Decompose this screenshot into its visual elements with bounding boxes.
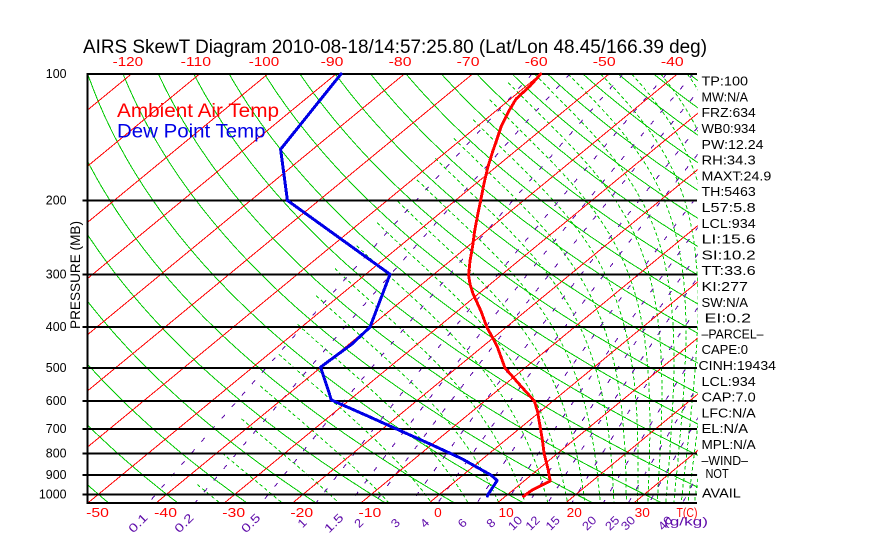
svg-text:800: 800 xyxy=(46,447,67,461)
svg-text:300: 300 xyxy=(46,268,67,282)
svg-text:SW:N/A: SW:N/A xyxy=(702,295,749,310)
svg-text:EI:0.2: EI:0.2 xyxy=(705,311,752,326)
svg-text:KI:277: KI:277 xyxy=(702,279,749,294)
svg-text:CAPE:0: CAPE:0 xyxy=(702,342,749,357)
svg-text:LCL:934: LCL:934 xyxy=(702,216,756,231)
svg-text:PRESSURE (MB): PRESSURE (MB) xyxy=(68,221,83,329)
svg-text:500: 500 xyxy=(46,361,67,375)
svg-text:TP:100: TP:100 xyxy=(702,74,749,89)
svg-text:-40: -40 xyxy=(154,506,177,520)
svg-text:-60: -60 xyxy=(525,55,548,69)
svg-text:20: 20 xyxy=(567,506,582,520)
svg-text:AVAIL: AVAIL xyxy=(702,486,741,501)
svg-text:-10: -10 xyxy=(359,506,382,520)
svg-text:900: 900 xyxy=(46,468,67,482)
svg-text:MPL:N/A: MPL:N/A xyxy=(702,437,757,452)
svg-text:700: 700 xyxy=(46,422,67,436)
svg-text:CAP:7.0: CAP:7.0 xyxy=(702,390,756,405)
svg-text:600: 600 xyxy=(46,394,67,408)
svg-text:-120: -120 xyxy=(113,55,143,69)
svg-text:-50: -50 xyxy=(593,55,616,69)
svg-text:30: 30 xyxy=(635,506,650,520)
svg-text:-40: -40 xyxy=(661,55,684,69)
svg-text:LI:15.6: LI:15.6 xyxy=(702,232,756,247)
svg-text:CINH:19434: CINH:19434 xyxy=(699,358,777,373)
svg-text:TH:5463: TH:5463 xyxy=(702,184,756,199)
svg-text:T(C): T(C) xyxy=(677,506,698,520)
svg-text:10: 10 xyxy=(499,506,514,520)
svg-text:(g/kg): (g/kg) xyxy=(664,515,708,529)
svg-text:0: 0 xyxy=(434,506,442,520)
svg-text:MW:N/A: MW:N/A xyxy=(702,89,749,104)
svg-text:LCL:934: LCL:934 xyxy=(702,374,756,389)
svg-text:FRZ:634: FRZ:634 xyxy=(702,105,756,120)
svg-text:-30: -30 xyxy=(222,506,245,520)
svg-text:-50: -50 xyxy=(86,506,109,520)
svg-text:1000: 1000 xyxy=(39,487,67,501)
svg-text:-90: -90 xyxy=(321,55,344,69)
svg-text:400: 400 xyxy=(46,320,67,334)
svg-text:100: 100 xyxy=(46,67,67,81)
svg-text:-80: -80 xyxy=(389,55,412,69)
svg-text:TT:33.6: TT:33.6 xyxy=(702,263,756,278)
svg-text:–WIND–: –WIND– xyxy=(702,453,749,468)
svg-text:SI:10.2: SI:10.2 xyxy=(702,247,756,262)
svg-text:WB0:934: WB0:934 xyxy=(702,121,756,136)
svg-text:–PARCEL–: –PARCEL– xyxy=(702,326,765,341)
svg-text:NOT: NOT xyxy=(706,466,729,481)
svg-text:EL:N/A: EL:N/A xyxy=(702,421,749,436)
svg-text:Dew Point Temp: Dew Point Temp xyxy=(117,122,266,143)
svg-text:RH:34.3: RH:34.3 xyxy=(702,153,756,168)
svg-text:Ambient Air Temp: Ambient Air Temp xyxy=(117,101,279,122)
svg-text:-100: -100 xyxy=(249,55,279,69)
svg-text:MAXT:24.9: MAXT:24.9 xyxy=(702,168,772,183)
svg-text:PW:12.24: PW:12.24 xyxy=(702,137,764,152)
svg-text:200: 200 xyxy=(46,194,67,208)
svg-text:AIRS SkewT Diagram 2010-08-18/: AIRS SkewT Diagram 2010-08-18/14:57:25.8… xyxy=(83,37,707,58)
svg-text:-20: -20 xyxy=(290,506,313,520)
svg-text:L57:5.8: L57:5.8 xyxy=(702,200,756,215)
svg-text:-110: -110 xyxy=(181,55,211,69)
svg-text:-70: -70 xyxy=(457,55,480,69)
svg-text:LFC:N/A: LFC:N/A xyxy=(702,405,757,420)
